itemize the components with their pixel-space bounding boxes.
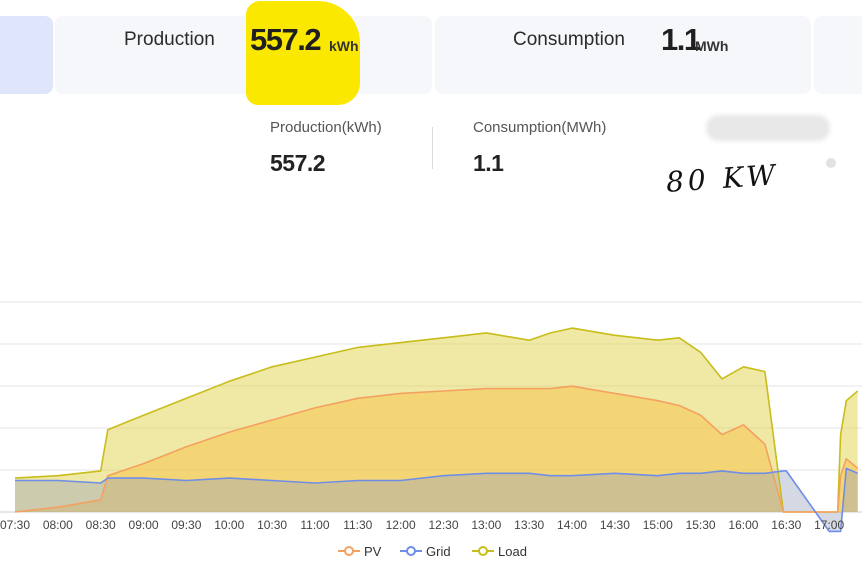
x-tick-label: 09:30 (171, 518, 201, 532)
x-tick-label: 12:30 (428, 518, 458, 532)
x-tick-label: 11:30 (343, 518, 372, 532)
x-tick-label: 10:30 (257, 518, 287, 532)
legend-item-grid[interactable]: Grid (400, 542, 451, 560)
legend-label-load: Load (498, 543, 527, 559)
consumption-card-unit: MWh (695, 38, 729, 54)
production-summary-card[interactable] (55, 16, 432, 94)
consumption-stat-value: 1.1 (473, 150, 504, 176)
x-tick-label: 16:00 (728, 518, 758, 532)
grid-legend-icon (400, 546, 422, 556)
x-tick-label: 13:30 (514, 518, 544, 532)
handwritten-annotation: 80 KW (664, 158, 781, 199)
consumption-card-label: Consumption (513, 29, 625, 50)
legend-label-pv: PV (364, 543, 382, 559)
x-tick-label: 17:00 (814, 518, 844, 532)
production-card-label: Production (124, 29, 215, 50)
area-pv (15, 386, 858, 512)
legend-label-grid: Grid (426, 543, 451, 559)
consumption-summary-card[interactable] (435, 16, 811, 94)
chart-lines (14, 327, 859, 533)
x-tick-label: 11:00 (300, 518, 329, 532)
x-tick-label: 12:00 (386, 518, 416, 532)
production-card-value: 557.2 (250, 22, 322, 57)
area-grid (15, 468, 858, 532)
line-pv (14, 385, 859, 513)
energy-area-chart: 07:30 08:00 08:30 09:00 09:30 10:00 10:30 11:00… (0, 301, 862, 533)
x-tick-label: 16:30 (771, 518, 801, 532)
production-stat-value: 557.2 (270, 150, 326, 176)
summary-card-left-partial[interactable] (0, 16, 53, 94)
x-tick-label: 13:00 (471, 518, 501, 532)
x-tick-label: 15:00 (643, 518, 673, 532)
x-tick-label: 07:30 (0, 518, 30, 532)
legend-item-pv[interactable]: PV (338, 542, 381, 560)
pv-legend-icon (338, 546, 360, 556)
yellow-highlight-marker (246, 1, 360, 105)
chart-x-axis: 07:30 08:00 08:30 09:00 09:30 10:00 10:30 11:00… (0, 518, 844, 532)
x-tick-label: 14:00 (557, 518, 587, 532)
x-tick-label: 10:00 (214, 518, 244, 532)
x-tick-label: 14:30 (600, 518, 630, 532)
x-tick-label: 15:30 (686, 518, 716, 532)
production-stat-label: Production(kWh) (270, 119, 382, 136)
x-tick-label: 08:30 (86, 518, 116, 532)
summary-card-right-partial[interactable] (814, 16, 862, 94)
stats-divider (432, 127, 433, 169)
legend-item-load[interactable]: Load (472, 542, 527, 560)
x-tick-label: 09:00 (129, 518, 159, 532)
load-legend-icon (472, 546, 494, 556)
chart-areas (15, 328, 858, 532)
smudge-dot (826, 158, 836, 168)
line-grid (15, 467, 859, 533)
redacted-smudge (706, 115, 830, 141)
production-card-unit: kWh (329, 38, 359, 54)
consumption-card-value: 1.1 (661, 22, 701, 57)
x-tick-label: 08:00 (43, 518, 73, 532)
consumption-stat-label: Consumption(MWh) (473, 119, 607, 136)
